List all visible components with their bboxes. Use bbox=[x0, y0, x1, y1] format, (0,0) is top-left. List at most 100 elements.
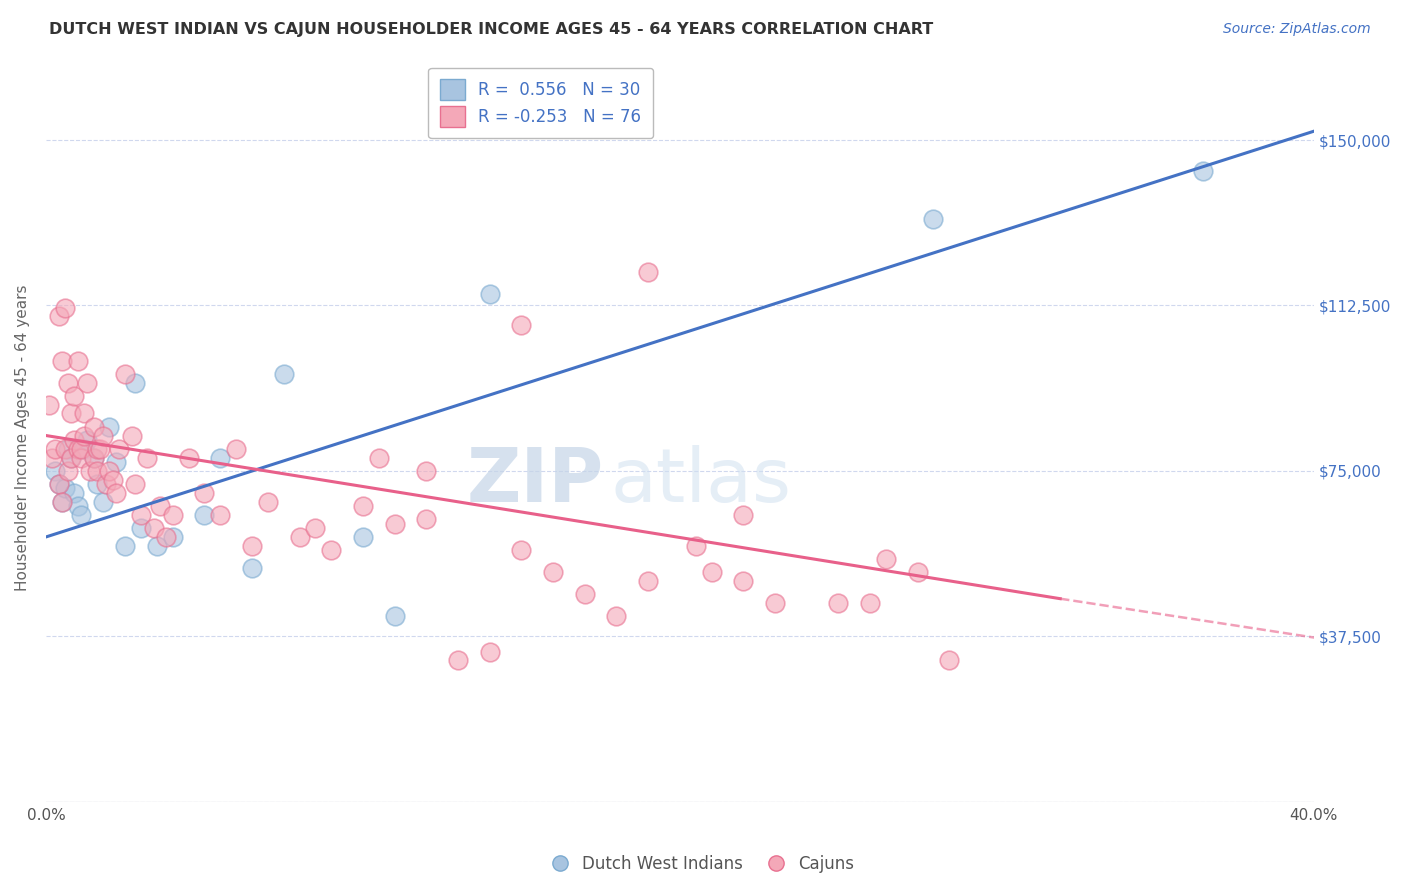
Point bbox=[44, 464, 66, 478]
Y-axis label: Householder Income Ages 45 - 64 years: Householder Income Ages 45 - 64 years bbox=[15, 285, 30, 591]
Point bbox=[478, 287, 501, 301]
Point bbox=[922, 212, 945, 227]
Point bbox=[162, 508, 184, 522]
Point bbox=[48, 477, 70, 491]
Point bbox=[273, 367, 295, 381]
Point bbox=[114, 367, 136, 381]
Point bbox=[240, 561, 263, 575]
Point bbox=[510, 318, 533, 333]
Point bbox=[447, 653, 470, 667]
Point bbox=[73, 442, 96, 456]
Point bbox=[83, 450, 105, 465]
Point bbox=[352, 530, 374, 544]
Point bbox=[256, 494, 278, 508]
Point bbox=[605, 609, 627, 624]
Point bbox=[124, 376, 146, 390]
Point bbox=[89, 442, 111, 456]
Point bbox=[700, 566, 723, 580]
Point bbox=[541, 566, 564, 580]
Point bbox=[121, 428, 143, 442]
Point bbox=[384, 609, 406, 624]
Point bbox=[91, 494, 114, 508]
Point bbox=[637, 574, 659, 588]
Point bbox=[69, 450, 91, 465]
Point bbox=[108, 442, 131, 456]
Point bbox=[155, 530, 177, 544]
Point bbox=[60, 407, 83, 421]
Point bbox=[209, 450, 232, 465]
Point bbox=[104, 455, 127, 469]
Point bbox=[1191, 164, 1213, 178]
Point bbox=[875, 552, 897, 566]
Point bbox=[66, 499, 89, 513]
Point bbox=[384, 516, 406, 531]
Point bbox=[240, 539, 263, 553]
Point bbox=[60, 450, 83, 465]
Point bbox=[51, 494, 73, 508]
Point bbox=[142, 521, 165, 535]
Point bbox=[129, 521, 152, 535]
Point bbox=[124, 477, 146, 491]
Point bbox=[209, 508, 232, 522]
Point bbox=[51, 494, 73, 508]
Point bbox=[177, 450, 200, 465]
Point bbox=[91, 428, 114, 442]
Point bbox=[53, 482, 76, 496]
Point bbox=[827, 596, 849, 610]
Point bbox=[69, 508, 91, 522]
Point bbox=[63, 433, 86, 447]
Point bbox=[193, 508, 215, 522]
Point bbox=[76, 376, 98, 390]
Point bbox=[73, 428, 96, 442]
Legend: R =  0.556   N = 30, R = -0.253   N = 76: R = 0.556 N = 30, R = -0.253 N = 76 bbox=[429, 68, 652, 138]
Legend: Dutch West Indians, Cajuns: Dutch West Indians, Cajuns bbox=[546, 848, 860, 880]
Point bbox=[478, 644, 501, 658]
Point bbox=[733, 508, 755, 522]
Point bbox=[63, 389, 86, 403]
Text: atlas: atlas bbox=[610, 445, 792, 518]
Point bbox=[41, 450, 63, 465]
Point bbox=[101, 473, 124, 487]
Point bbox=[53, 442, 76, 456]
Point bbox=[53, 301, 76, 315]
Point bbox=[149, 499, 172, 513]
Text: Source: ZipAtlas.com: Source: ZipAtlas.com bbox=[1223, 22, 1371, 37]
Point bbox=[98, 464, 121, 478]
Text: DUTCH WEST INDIAN VS CAJUN HOUSEHOLDER INCOME AGES 45 - 64 YEARS CORRELATION CHA: DUTCH WEST INDIAN VS CAJUN HOUSEHOLDER I… bbox=[49, 22, 934, 37]
Point bbox=[104, 486, 127, 500]
Point bbox=[56, 464, 79, 478]
Point bbox=[415, 464, 437, 478]
Point bbox=[79, 464, 101, 478]
Point bbox=[44, 442, 66, 456]
Point bbox=[86, 477, 108, 491]
Point bbox=[574, 587, 596, 601]
Point bbox=[304, 521, 326, 535]
Point bbox=[162, 530, 184, 544]
Point bbox=[288, 530, 311, 544]
Point bbox=[733, 574, 755, 588]
Point bbox=[321, 543, 343, 558]
Point bbox=[938, 653, 960, 667]
Point bbox=[637, 265, 659, 279]
Point bbox=[763, 596, 786, 610]
Point bbox=[83, 450, 105, 465]
Point bbox=[96, 477, 118, 491]
Point bbox=[56, 376, 79, 390]
Point bbox=[225, 442, 247, 456]
Point bbox=[685, 539, 707, 553]
Point bbox=[76, 433, 98, 447]
Point bbox=[63, 486, 86, 500]
Point bbox=[146, 539, 169, 553]
Point bbox=[56, 442, 79, 456]
Point bbox=[86, 464, 108, 478]
Point bbox=[51, 353, 73, 368]
Point bbox=[193, 486, 215, 500]
Point bbox=[48, 477, 70, 491]
Text: ZIP: ZIP bbox=[467, 445, 603, 518]
Point bbox=[98, 419, 121, 434]
Point bbox=[859, 596, 882, 610]
Point bbox=[129, 508, 152, 522]
Point bbox=[114, 539, 136, 553]
Point bbox=[86, 442, 108, 456]
Point bbox=[907, 566, 929, 580]
